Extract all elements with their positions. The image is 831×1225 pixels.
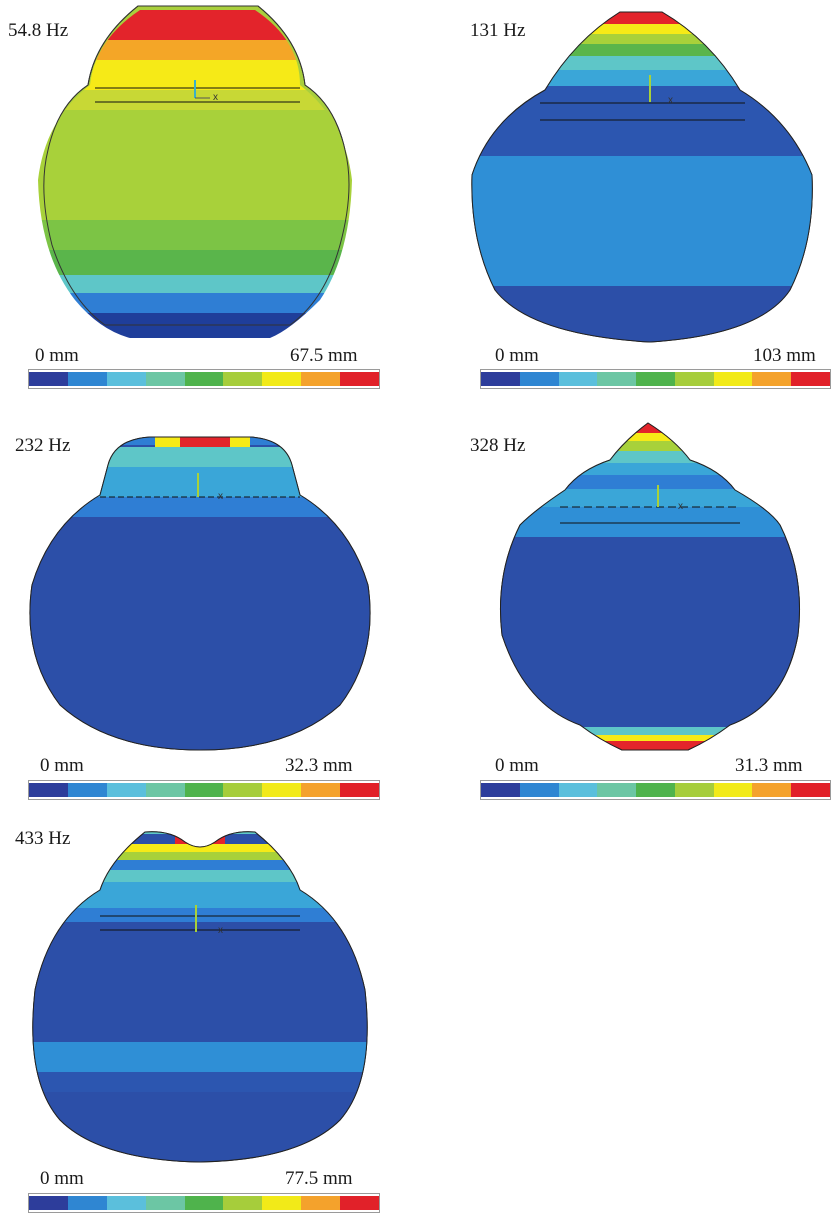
scale-max-label: 67.5 mm (290, 345, 358, 366)
frequency-label: 433 Hz (15, 828, 71, 849)
svg-text:x: x (218, 925, 223, 936)
svg-text:x: x (668, 95, 673, 106)
svg-text:x: x (678, 501, 683, 512)
scale-min-label: 0 mm (495, 755, 539, 776)
scale-max-label: 31.3 mm (735, 755, 803, 776)
mode-panel-2: x 131 Hz 0 mm 103 mm (440, 0, 831, 395)
scale-max-label: 32.3 mm (285, 755, 353, 776)
mode-panel-5: x 433 Hz 0 mm 77.5 mm (0, 820, 400, 1220)
scale-min-label: 0 mm (495, 345, 539, 366)
svg-text:x: x (218, 491, 223, 502)
mode-shape-4: x (500, 422, 800, 751)
mode-shape-3: x (29, 436, 371, 751)
scale-min-label: 0 mm (40, 1168, 84, 1189)
frequency-label: 54.8 Hz (8, 20, 69, 41)
mode-panel-3: x 232 Hz 0 mm 32.3 mm (0, 425, 400, 805)
scale-min-label: 0 mm (40, 755, 84, 776)
color-scale-bar (28, 1193, 380, 1213)
color-scale-bar (480, 369, 831, 389)
frequency-label: 328 Hz (470, 435, 526, 456)
scale-max-label: 77.5 mm (285, 1168, 353, 1189)
color-scale-bar (28, 369, 380, 389)
scale-min-label: 0 mm (35, 345, 79, 366)
color-scale-bar (480, 780, 831, 800)
mode-shape-2: x (471, 11, 813, 343)
color-scale-bar (28, 780, 380, 800)
mode-shape-1: x (38, 5, 352, 338)
svg-text:x: x (213, 92, 218, 103)
scale-max-label: 103 mm (753, 345, 816, 366)
frequency-label: 131 Hz (470, 20, 526, 41)
mode-shape-5: x (32, 831, 368, 1163)
mode-panel-4: x 328 Hz 0 mm 31.3 mm (440, 415, 831, 805)
frequency-label: 232 Hz (15, 435, 71, 456)
mode-panel-1: x 54.8 Hz 0 mm 67.5 mm (0, 0, 400, 395)
